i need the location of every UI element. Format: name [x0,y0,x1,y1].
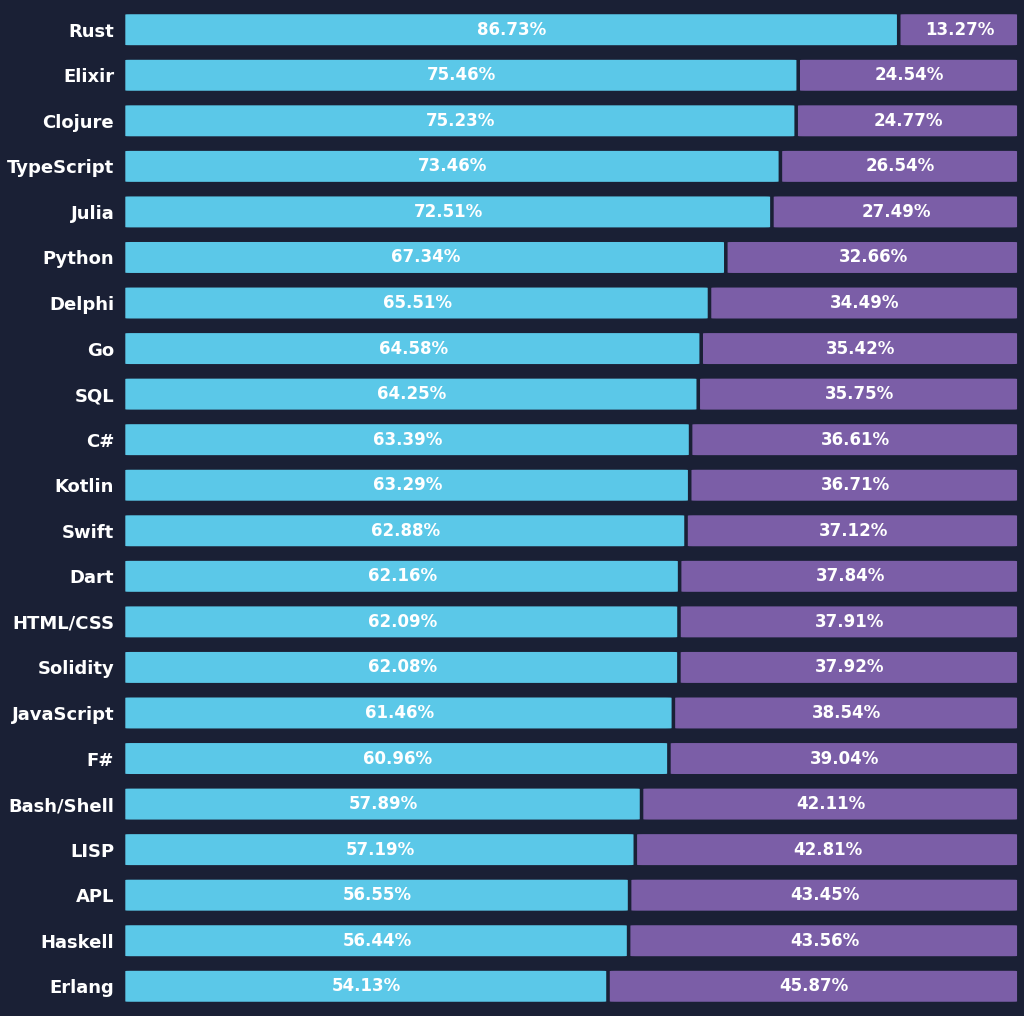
Text: 26.54%: 26.54% [866,157,935,176]
Text: 36.61%: 36.61% [821,431,890,449]
FancyBboxPatch shape [671,743,1017,774]
FancyBboxPatch shape [125,151,778,182]
FancyBboxPatch shape [712,288,1017,318]
FancyBboxPatch shape [632,880,1017,910]
FancyBboxPatch shape [688,515,1017,547]
FancyBboxPatch shape [125,425,689,455]
Text: 62.08%: 62.08% [368,658,436,677]
FancyBboxPatch shape [681,652,1017,683]
Text: 37.84%: 37.84% [815,567,885,585]
FancyBboxPatch shape [125,971,606,1002]
FancyBboxPatch shape [681,561,1017,591]
FancyBboxPatch shape [691,469,1017,501]
FancyBboxPatch shape [900,14,1017,45]
FancyBboxPatch shape [125,788,640,820]
Text: 37.92%: 37.92% [815,658,885,677]
Text: 34.49%: 34.49% [830,294,900,312]
FancyBboxPatch shape [798,106,1017,136]
Text: 27.49%: 27.49% [861,203,931,220]
Text: 37.12%: 37.12% [818,522,888,539]
FancyBboxPatch shape [800,60,1017,90]
FancyBboxPatch shape [125,561,678,591]
Text: 60.96%: 60.96% [362,750,432,767]
FancyBboxPatch shape [125,288,708,318]
Text: 62.88%: 62.88% [371,522,440,539]
FancyBboxPatch shape [703,333,1017,364]
Text: 56.44%: 56.44% [342,932,412,950]
FancyBboxPatch shape [125,607,677,637]
FancyBboxPatch shape [782,151,1017,182]
Text: 57.89%: 57.89% [349,796,418,813]
FancyBboxPatch shape [637,834,1017,865]
Text: 45.87%: 45.87% [779,977,849,996]
FancyBboxPatch shape [125,60,797,90]
Text: 63.39%: 63.39% [374,431,442,449]
Text: 73.46%: 73.46% [418,157,487,176]
FancyBboxPatch shape [643,788,1017,820]
FancyBboxPatch shape [675,698,1017,728]
Text: 35.42%: 35.42% [826,339,896,358]
Text: 32.66%: 32.66% [839,249,908,266]
Text: 42.81%: 42.81% [794,840,862,859]
FancyBboxPatch shape [125,926,627,956]
Text: 38.54%: 38.54% [812,704,882,722]
FancyBboxPatch shape [125,242,724,273]
Text: 57.19%: 57.19% [346,840,415,859]
FancyBboxPatch shape [692,425,1017,455]
FancyBboxPatch shape [631,926,1017,956]
FancyBboxPatch shape [125,515,684,547]
FancyBboxPatch shape [125,652,677,683]
Text: 36.71%: 36.71% [820,477,890,494]
FancyBboxPatch shape [125,333,699,364]
Text: 62.09%: 62.09% [368,613,437,631]
Text: 13.27%: 13.27% [925,20,994,39]
Text: 75.23%: 75.23% [426,112,496,130]
FancyBboxPatch shape [125,880,628,910]
Text: 42.11%: 42.11% [797,796,865,813]
FancyBboxPatch shape [125,14,897,45]
Text: 64.58%: 64.58% [379,339,447,358]
Text: 39.04%: 39.04% [810,750,880,767]
FancyBboxPatch shape [125,834,634,865]
Text: 24.54%: 24.54% [874,66,944,84]
FancyBboxPatch shape [728,242,1017,273]
Text: 54.13%: 54.13% [332,977,401,996]
FancyBboxPatch shape [610,971,1017,1002]
Text: 65.51%: 65.51% [383,294,452,312]
Text: 35.75%: 35.75% [824,385,894,403]
Text: 24.77%: 24.77% [873,112,943,130]
FancyBboxPatch shape [125,698,672,728]
Text: 43.56%: 43.56% [790,932,859,950]
Text: 61.46%: 61.46% [365,704,434,722]
FancyBboxPatch shape [125,106,795,136]
FancyBboxPatch shape [700,379,1017,409]
Text: 62.16%: 62.16% [368,567,437,585]
Text: 37.91%: 37.91% [815,613,885,631]
FancyBboxPatch shape [125,379,696,409]
Text: 86.73%: 86.73% [477,20,547,39]
Text: 64.25%: 64.25% [377,385,446,403]
FancyBboxPatch shape [774,196,1017,228]
Text: 43.45%: 43.45% [791,886,860,904]
FancyBboxPatch shape [125,743,667,774]
FancyBboxPatch shape [681,607,1017,637]
FancyBboxPatch shape [125,196,770,228]
Text: 72.51%: 72.51% [414,203,483,220]
Text: 63.29%: 63.29% [373,477,442,494]
Text: 56.55%: 56.55% [343,886,412,904]
Text: 75.46%: 75.46% [427,66,497,84]
Text: 67.34%: 67.34% [391,249,460,266]
FancyBboxPatch shape [125,469,688,501]
